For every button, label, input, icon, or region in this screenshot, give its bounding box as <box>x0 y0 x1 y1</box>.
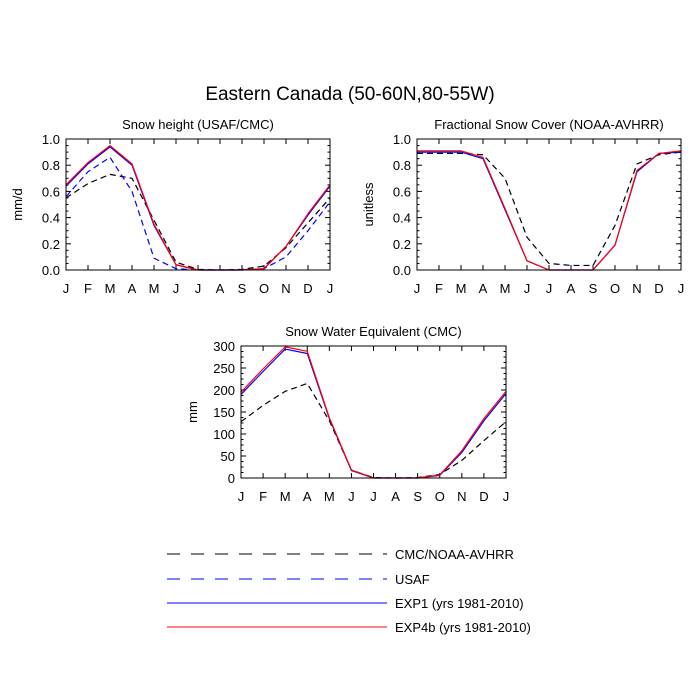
legend-label: USAF <box>395 572 430 587</box>
legend-label: EXP4b (yrs 1981-2010) <box>395 620 531 635</box>
x-tick-label: J <box>503 489 510 504</box>
y-tick-label: 1.0 <box>42 132 60 147</box>
x-tick-label: A <box>216 281 225 296</box>
y-tick-label: 0.6 <box>393 184 411 199</box>
y-tick-label: 200 <box>213 383 235 398</box>
y-axis-label: unitless <box>361 182 376 227</box>
y-tick-label: 100 <box>213 427 235 442</box>
x-tick-label: A <box>128 281 137 296</box>
y-tick-label: 0.6 <box>42 184 60 199</box>
x-tick-label: S <box>589 281 598 296</box>
x-tick-label: J <box>327 281 334 296</box>
x-tick-label: J <box>238 489 245 504</box>
page-title: Eastern Canada (50-60N,80-55W) <box>205 84 495 105</box>
y-tick-label: 50 <box>221 449 235 464</box>
series-line-usaf <box>65 156 331 271</box>
x-tick-label: M <box>105 281 116 296</box>
x-tick-label: N <box>281 281 290 296</box>
x-tick-label: J <box>414 281 421 296</box>
x-tick-label: A <box>391 489 400 504</box>
legend: CMC/NOAA-AVHRR USAF EXP1 (yrs 1981-2010) EX… <box>167 547 531 635</box>
x-tick-label: M <box>456 281 467 296</box>
y-axis-label: mm <box>185 401 200 423</box>
x-tick-label: O <box>435 489 445 504</box>
y-tick-label: 0.4 <box>42 211 60 226</box>
y-tick-label: 0.0 <box>393 263 411 278</box>
x-tick-label: O <box>259 281 269 296</box>
y-tick-label: 0 <box>228 471 235 486</box>
x-tick-label: M <box>500 281 511 296</box>
x-tick-label: S <box>413 489 422 504</box>
y-tick-label: 1.0 <box>393 132 411 147</box>
x-tick-label: O <box>610 281 620 296</box>
y-tick-label: 0.2 <box>393 237 411 252</box>
plot-frame <box>240 345 507 479</box>
y-axis-label: mm/d <box>10 188 25 221</box>
x-tick-label: N <box>457 489 466 504</box>
series-line-exp1-yrs-1981-2010 <box>240 348 507 479</box>
series-line-exp4b-yrs-1981-2010 <box>240 346 507 479</box>
x-tick-label: D <box>303 281 312 296</box>
legend-label: EXP1 (yrs 1981-2010) <box>395 596 524 611</box>
y-tick-label: 300 <box>213 339 235 354</box>
x-tick-label: S <box>238 281 247 296</box>
chart-title: Fractional Snow Cover (NOAA-AVHRR) <box>434 117 663 132</box>
y-tick-label: 150 <box>213 405 235 420</box>
x-tick-label: F <box>259 489 267 504</box>
y-tick-label: 0.2 <box>42 237 60 252</box>
x-tick-label: D <box>654 281 663 296</box>
y-tick-label: 0.8 <box>393 158 411 173</box>
x-tick-label: F <box>435 281 443 296</box>
x-tick-label: J <box>173 281 180 296</box>
x-tick-label: J <box>195 281 202 296</box>
chart-snow-water-equivalent: Snow Water Equivalent (CMC)mmJ F M A M J J A S O N… <box>185 324 509 504</box>
y-tick-label: 0.0 <box>42 263 60 278</box>
x-tick-label: D <box>479 489 488 504</box>
x-tick-label: M <box>324 489 335 504</box>
x-tick-label: J <box>546 281 553 296</box>
x-tick-label: A <box>303 489 312 504</box>
x-tick-label: M <box>149 281 160 296</box>
series-line-cmc-noaa-avhrr <box>65 173 331 271</box>
x-tick-label: A <box>479 281 488 296</box>
x-tick-label: J <box>678 281 685 296</box>
plot-frame <box>416 138 682 271</box>
x-tick-label: A <box>567 281 576 296</box>
chart-title: Snow height (USAF/CMC) <box>122 117 274 132</box>
legend-label: CMC/NOAA-AVHRR <box>395 547 514 562</box>
y-tick-label: 250 <box>213 361 235 376</box>
y-tick-label: 0.8 <box>42 158 60 173</box>
x-tick-label: J <box>348 489 355 504</box>
x-tick-label: J <box>370 489 377 504</box>
x-tick-label: F <box>84 281 92 296</box>
x-tick-label: N <box>632 281 641 296</box>
chart-title: Snow Water Equivalent (CMC) <box>285 324 462 339</box>
plot-frame <box>65 138 331 271</box>
y-tick-label: 0.4 <box>393 211 411 226</box>
series-line-cmc-noaa-avhrr <box>240 382 507 479</box>
x-tick-label: M <box>280 489 291 504</box>
x-tick-label: J <box>524 281 531 296</box>
x-tick-label: J <box>63 281 70 296</box>
series-line-exp1-yrs-1981-2010 <box>417 151 682 271</box>
series-line-cmc-noaa-avhrr <box>417 151 682 267</box>
chart-snow-height: Snow height (USAF/CMC)mm/dJ F M A M J J A S O N D J0… <box>10 117 333 296</box>
chart-fractional-snow-cover: Fractional Snow Cover (NOAA-AVHRR) unitle… <box>361 117 684 296</box>
